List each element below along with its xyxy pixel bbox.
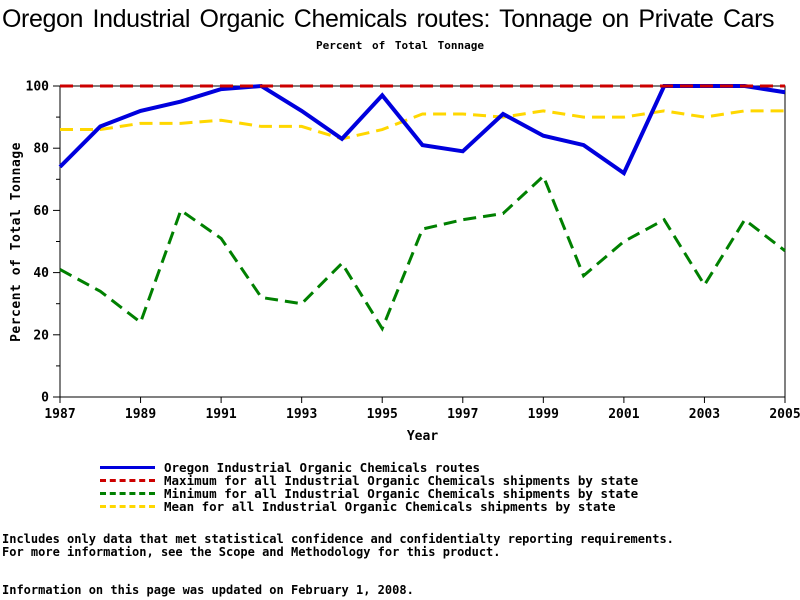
legend-item-1: Maximum for all Industrial Organic Chemi… [100,473,639,488]
legend-swatch-0 [100,466,155,469]
legend-swatch-3 [100,505,155,508]
x-tick-label: 2001 [608,407,639,422]
x-tick-label: 1993 [286,407,317,422]
x-axis-label: Year [406,429,439,444]
legend-swatch-1 [100,479,155,482]
y-axis-label: Percent of Total Tonnage [9,142,24,342]
x-tick-label: 2005 [769,407,800,422]
footnote-confidence: Includes only data that met statistical … [2,532,674,546]
y-tick-label: 60 [33,204,49,219]
y-tick-label: 80 [33,142,49,157]
page-title: Oregon Industrial Organic Chemicals rout… [2,5,775,33]
legend-label-0: Oregon Industrial Organic Chemicals rout… [164,460,481,475]
y-tick-label: 100 [26,80,50,95]
legend-item-0: Oregon Industrial Organic Chemicals rout… [100,460,638,475]
y-tick-label: 20 [33,328,49,343]
legend-swatch-2 [100,492,155,495]
x-tick-label: 1995 [367,407,398,422]
legend-label-1: Maximum for all Industrial Organic Chemi… [164,473,639,488]
x-tick-label: 1987 [44,407,75,422]
y-tick-label: 40 [33,266,49,281]
x-tick-label: 1997 [447,407,478,422]
series-line-2 [59,173,786,332]
footnote-updated: Information on this page was updated on … [2,583,414,597]
x-tick-label: 1991 [205,407,236,422]
chart-subtitle: Percent of Total Tonnage [316,39,484,52]
legend-label-2: Minimum for all Industrial Organic Chemi… [164,486,639,501]
x-tick-label: 1989 [125,407,156,422]
legend-item-3: Mean for all Industrial Organic Chemical… [100,499,638,514]
x-tick-label: 1999 [528,407,559,422]
y-tick-label: 0 [41,391,49,406]
chart-legend: Oregon Industrial Organic Chemicals rout… [100,460,639,514]
legend-item-2: Minimum for all Industrial Organic Chemi… [100,486,639,501]
series-line-3 [60,109,785,141]
x-tick-label: 2003 [689,407,720,422]
footnote-methodology: For more information, see the Scope and … [2,545,501,559]
series-line-0 [58,83,786,177]
legend-label-3: Mean for all Industrial Organic Chemical… [164,499,616,514]
chart-svg: 0 20 40 60 80 100 1987 1989 1991 1993 1995 1997 1999… [26,80,800,423]
